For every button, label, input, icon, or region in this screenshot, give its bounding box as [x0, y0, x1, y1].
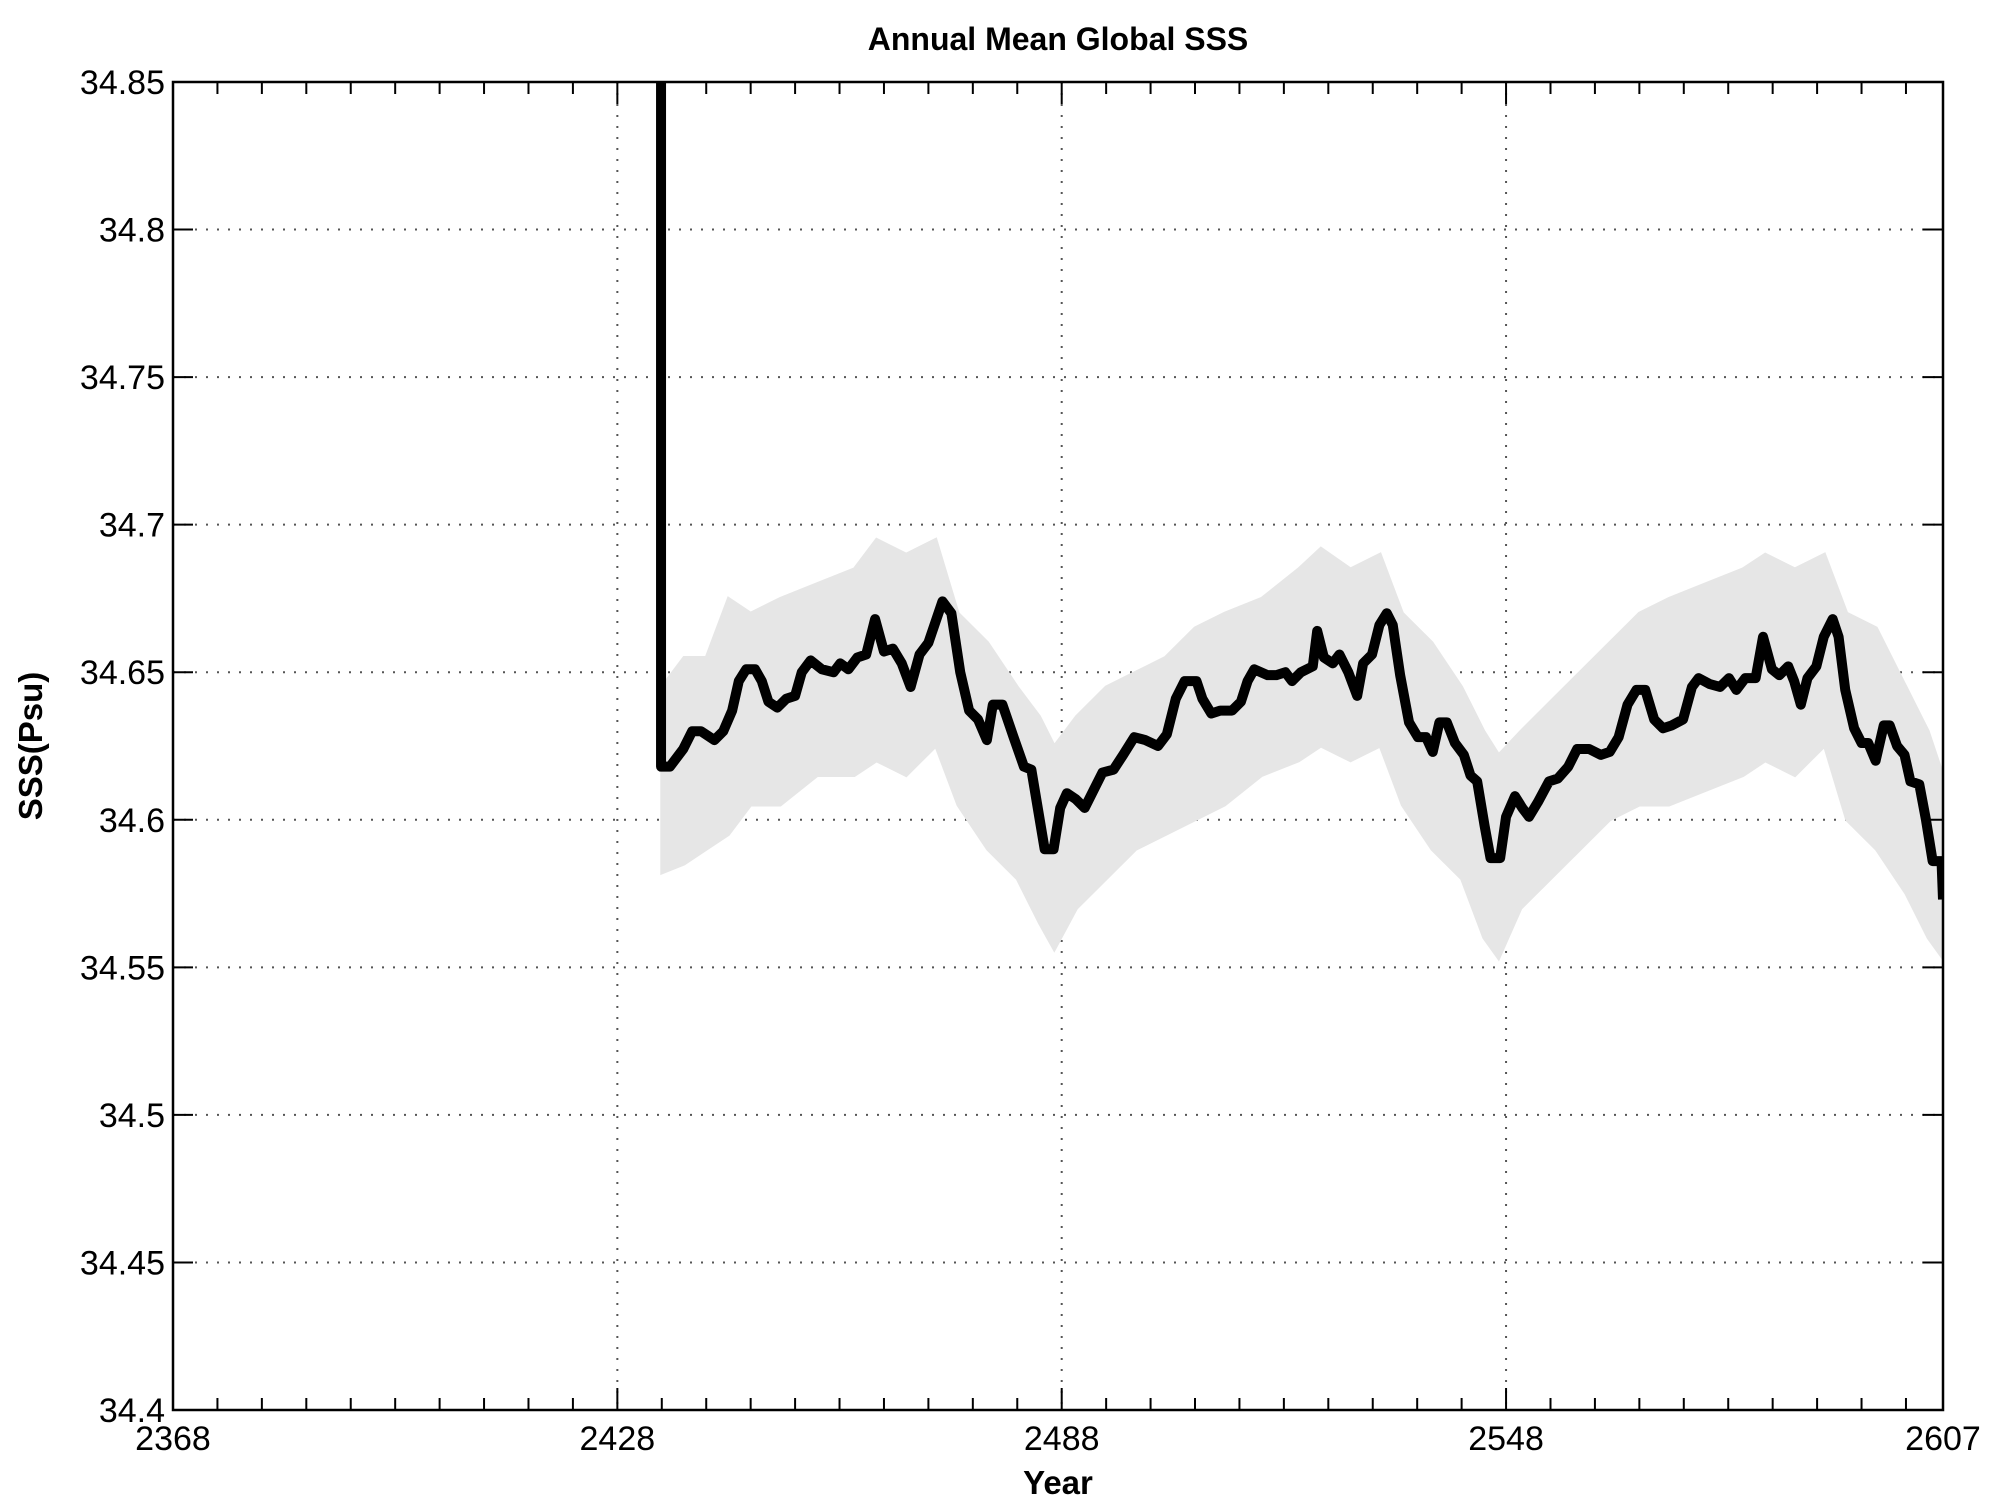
y-tick-label: 34.75 [80, 359, 165, 397]
x-axis-title: Year [1023, 1464, 1093, 1501]
y-tick-label: 34.55 [80, 949, 165, 987]
tick-labels: 2368 2428 2488 2548 2607 34.4 34.45 34.5 34.55 34… [80, 64, 1981, 1458]
y-tick-label: 34.45 [80, 1244, 165, 1282]
y-tick-label: 34.5 [99, 1097, 165, 1135]
x-tick-label: 2428 [580, 1420, 656, 1458]
y-axis-title: SSS(Psu) [12, 672, 49, 821]
y-tick-label: 34.8 [99, 212, 165, 250]
chart-title: Annual Mean Global SSS [868, 21, 1249, 57]
smoothed-line [656, 82, 1943, 900]
y-tick-label: 34.6 [99, 802, 165, 840]
x-tick-label: 2607 [1905, 1420, 1981, 1458]
x-tick-label: 2488 [1024, 1420, 1100, 1458]
raw-band [660, 537, 1943, 962]
x-tick-label: 2548 [1468, 1420, 1544, 1458]
y-tick-label: 34.65 [80, 654, 165, 692]
y-tick-label: 34.7 [99, 507, 165, 545]
axes [171, 80, 1945, 1412]
y-tick-label: 34.4 [99, 1392, 165, 1430]
y-tick-label: 34.85 [80, 64, 165, 102]
plot-frame [171, 80, 1945, 1412]
x-tick-label: 2368 [135, 1420, 211, 1458]
plot-marks [656, 82, 1943, 962]
